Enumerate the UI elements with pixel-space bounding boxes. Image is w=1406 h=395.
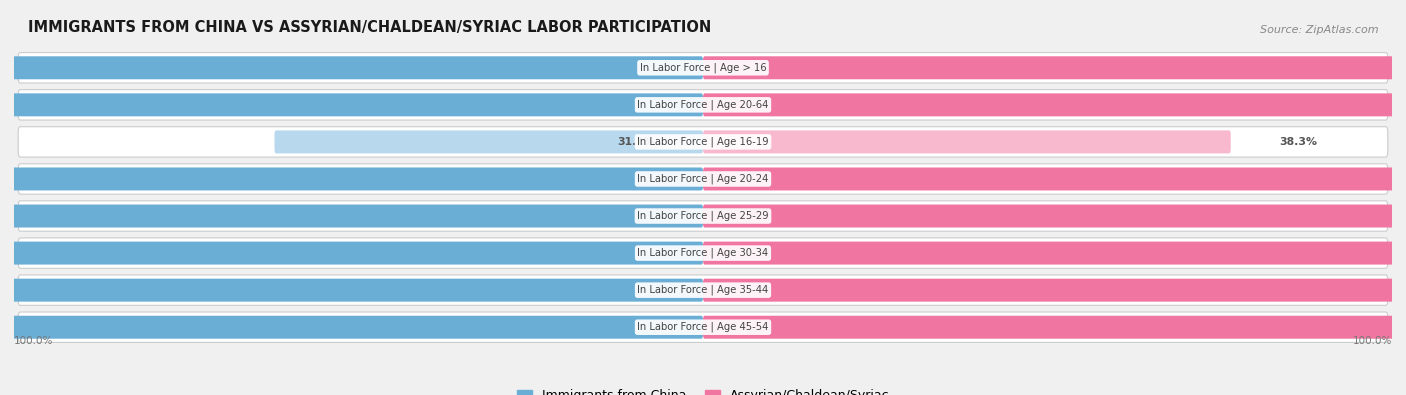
FancyBboxPatch shape xyxy=(703,278,1406,302)
FancyBboxPatch shape xyxy=(18,312,1388,342)
FancyBboxPatch shape xyxy=(18,53,1388,83)
Text: In Labor Force | Age 16-19: In Labor Force | Age 16-19 xyxy=(637,137,769,147)
Text: In Labor Force | Age 45-54: In Labor Force | Age 45-54 xyxy=(637,322,769,333)
FancyBboxPatch shape xyxy=(0,93,703,117)
FancyBboxPatch shape xyxy=(703,167,1406,190)
FancyBboxPatch shape xyxy=(703,93,1406,117)
Text: Source: ZipAtlas.com: Source: ZipAtlas.com xyxy=(1260,25,1378,36)
FancyBboxPatch shape xyxy=(703,316,1406,339)
FancyBboxPatch shape xyxy=(703,56,1406,79)
Text: In Labor Force | Age > 16: In Labor Force | Age > 16 xyxy=(640,62,766,73)
Text: In Labor Force | Age 30-34: In Labor Force | Age 30-34 xyxy=(637,248,769,258)
Text: 38.3%: 38.3% xyxy=(1279,137,1317,147)
Text: In Labor Force | Age 35-44: In Labor Force | Age 35-44 xyxy=(637,285,769,295)
Text: IMMIGRANTS FROM CHINA VS ASSYRIAN/CHALDEAN/SYRIAC LABOR PARTICIPATION: IMMIGRANTS FROM CHINA VS ASSYRIAN/CHALDE… xyxy=(28,21,711,36)
Text: In Labor Force | Age 20-64: In Labor Force | Age 20-64 xyxy=(637,100,769,110)
FancyBboxPatch shape xyxy=(703,205,1406,228)
FancyBboxPatch shape xyxy=(18,90,1388,120)
Text: 100.0%: 100.0% xyxy=(14,337,53,346)
Text: 31.1%: 31.1% xyxy=(617,137,655,147)
FancyBboxPatch shape xyxy=(0,242,703,265)
FancyBboxPatch shape xyxy=(274,130,703,153)
FancyBboxPatch shape xyxy=(0,56,703,79)
Legend: Immigrants from China, Assyrian/Chaldean/Syriac: Immigrants from China, Assyrian/Chaldean… xyxy=(512,384,894,395)
FancyBboxPatch shape xyxy=(0,167,703,190)
FancyBboxPatch shape xyxy=(18,238,1388,268)
FancyBboxPatch shape xyxy=(0,316,703,339)
FancyBboxPatch shape xyxy=(18,127,1388,157)
FancyBboxPatch shape xyxy=(18,164,1388,194)
FancyBboxPatch shape xyxy=(18,275,1388,305)
FancyBboxPatch shape xyxy=(703,242,1406,265)
FancyBboxPatch shape xyxy=(18,201,1388,231)
FancyBboxPatch shape xyxy=(703,130,1230,153)
Text: In Labor Force | Age 20-24: In Labor Force | Age 20-24 xyxy=(637,174,769,184)
Text: 100.0%: 100.0% xyxy=(1353,337,1392,346)
Text: In Labor Force | Age 25-29: In Labor Force | Age 25-29 xyxy=(637,211,769,221)
FancyBboxPatch shape xyxy=(0,205,703,228)
FancyBboxPatch shape xyxy=(0,278,703,302)
